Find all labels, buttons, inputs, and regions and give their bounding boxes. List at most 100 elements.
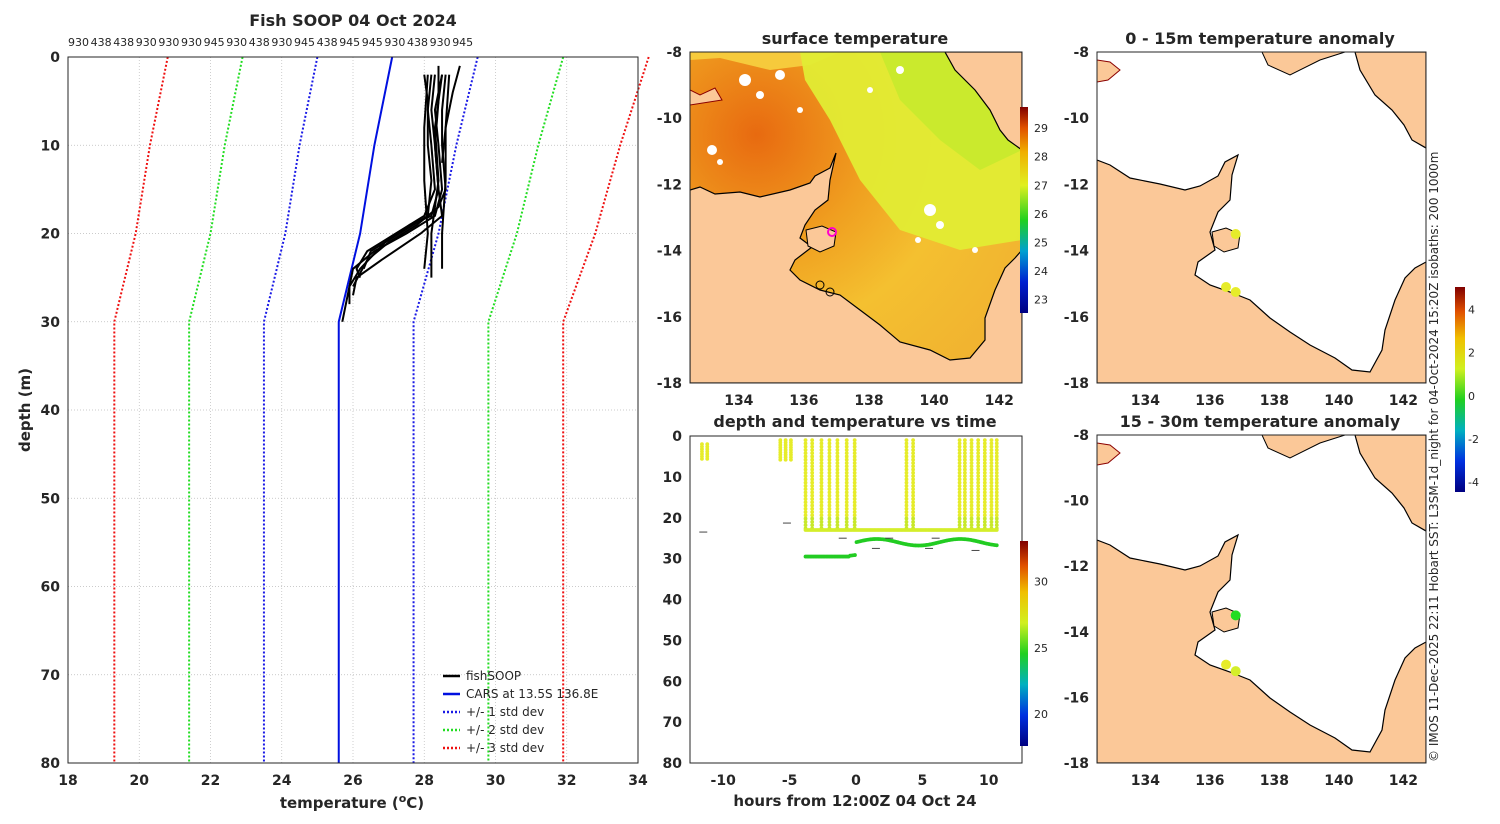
time-depth-point [994,528,999,532]
time-depth-point [957,497,962,501]
time-depth-point [835,470,840,475]
time-depth-point [982,467,987,472]
time-depth-point [852,480,857,485]
time-depth-point [957,483,962,488]
y-tick-label: -10 [1064,111,1090,127]
time-depth-point [819,457,824,462]
time-depth-point [810,519,815,524]
x-tick-label: 136 [789,393,818,409]
time-depth-point [957,441,962,446]
y-tick-label: 20 [663,511,683,527]
time-depth-point [810,487,815,492]
time-depth-point [904,510,909,514]
time-depth-point [810,454,815,459]
time-depth-point [911,451,916,456]
x-tick-label: 134 [1131,393,1160,409]
x-tick-label: 136 [1195,773,1224,789]
time-depth-point [835,503,840,508]
time-depth-point [994,483,999,488]
time-depth-point [803,438,808,442]
fishsoop-profile [441,65,461,164]
time-depth-point [911,441,916,446]
time-depth-point [852,451,857,456]
x-tick-label: 142 [985,393,1014,409]
time-depth-point [835,444,840,449]
time-depth-point [904,487,909,492]
time-depth-point [819,523,824,528]
time-depth-point [810,457,815,462]
fishsoop-profile [362,74,433,270]
time-depth-point [957,454,962,459]
serial-label: 438 [91,36,112,49]
time-depth-point [819,503,824,508]
time-depth-point [969,500,974,505]
std-dev-line [487,56,565,763]
sst-new-guinea-coast [690,87,723,106]
time-depth-point [835,474,840,478]
time-depth-point [819,441,824,446]
time-depth-point [911,477,916,482]
time-depth-point [819,500,824,505]
time-depth-point [976,474,981,478]
x-tick-label: 0 [851,773,861,789]
time-depth-point [969,477,974,482]
profile-chart-title: Fish SOOP 04 Oct 2024 [249,11,457,30]
time-depth-point [911,516,916,521]
time-depth-point [982,461,987,465]
time-depth-point [844,480,849,485]
y-tick-label: -18 [1064,756,1089,772]
time-depth-point [982,451,987,456]
time-depth-point [904,493,909,498]
time-depth-point [982,457,987,462]
time-depth-point [810,441,815,446]
time-depth-point [976,516,981,521]
time-depth-point [957,444,962,449]
y-tick-label: 80 [663,756,683,772]
time-depth-point [803,451,808,456]
y-tick-label: -16 [1064,690,1089,706]
anomaly-point [1230,229,1241,240]
time-depth-point [852,503,857,508]
time-depth-point [994,497,999,501]
time-depth-point [976,441,981,446]
time-depth-point [835,513,840,518]
sst-colorbar [1020,107,1028,313]
time-depth-point [957,451,962,456]
time-depth-point [803,493,808,498]
time-depth-point [994,506,999,511]
time-depth-point [819,454,824,459]
time-depth-point [911,454,916,459]
time-depth-point [835,483,840,488]
y-tick-label: -8 [666,45,682,61]
time-depth-point [994,490,999,495]
time-depth-point [976,470,981,475]
time-depth-point [969,490,974,495]
time-depth-point [969,454,974,459]
time-depth-point [827,483,832,488]
sst-cape-york-land [944,52,1022,151]
sst-map: surface temperature 134 136 138 140 142 -8 -10… [657,29,1048,409]
time-depth-point [810,467,815,472]
time-depth-point [827,474,832,478]
time-depth-point [957,480,962,485]
time-depth-point [962,470,967,475]
time-depth-point [904,454,909,459]
time-depth-point [957,513,962,518]
time-depth-point [827,441,832,446]
time-depth-point [989,519,994,524]
y-tick-label: 40 [663,593,683,609]
cars-line [337,56,394,763]
time-depth-point [904,441,909,446]
time-depth-point [904,480,909,485]
time-depth-point [957,523,962,528]
time-depth-point [957,503,962,508]
time-depth-point [827,506,832,511]
y-tick-label: -14 [1064,244,1090,260]
time-depth-point [982,510,987,514]
sst-sample-marker [825,287,835,297]
time-depth-point [962,461,967,465]
legend-label: fishSOOP [466,669,521,683]
time-depth-point [994,487,999,492]
time-depth-point [982,477,987,482]
time-depth-point [803,480,808,485]
